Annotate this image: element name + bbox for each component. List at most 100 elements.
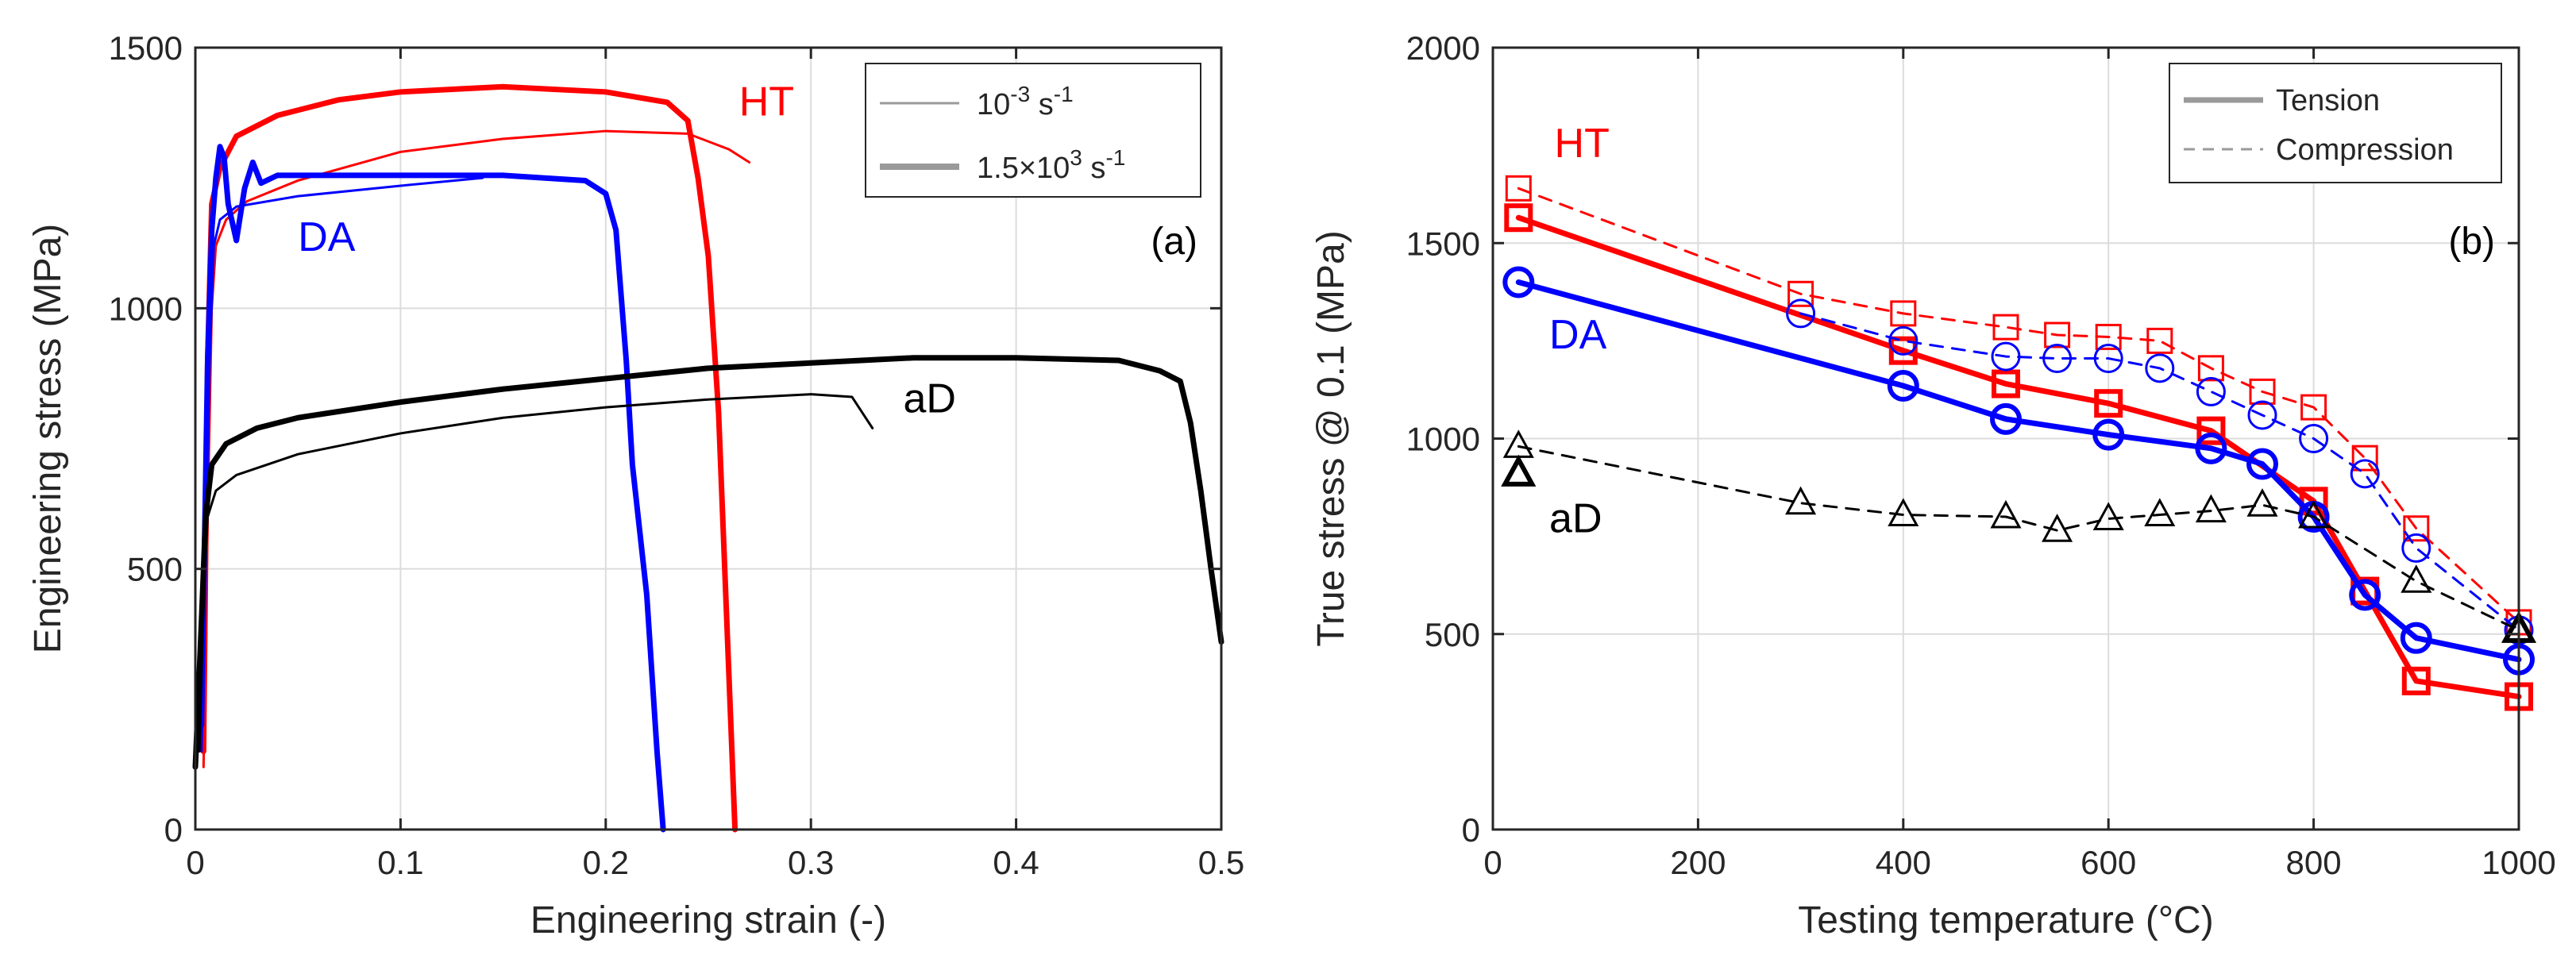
data-point-square [1992, 314, 2019, 341]
data-point-square [2351, 445, 2378, 472]
data-point-square [1787, 280, 1814, 307]
data-point-circle [2195, 432, 2227, 464]
x-tick-label: 0.5 [1198, 844, 1244, 881]
marker-group [1786, 298, 2534, 645]
data-point-square [2401, 666, 2431, 695]
x-tick-label: 800 [2286, 844, 2342, 881]
data-point-triangle [1990, 499, 2022, 529]
series-line-ad-1-5-10-3-s-1 [192, 355, 1224, 770]
series-group [192, 83, 1224, 833]
chart-panel-b: 0 200 400 600 800 1000 0 500 1000 1500 2000 Testing… [1310, 29, 2556, 941]
data-point-triangle [2298, 499, 2330, 529]
legend-label: 1.5×103 s-1 [977, 145, 1125, 185]
data-point-circle [1786, 298, 1816, 329]
legend-box [2169, 63, 2502, 183]
series-line-ad-compression [1517, 445, 2520, 632]
data-point-triangle [1501, 454, 1537, 487]
legend-exp: 3 [1070, 145, 1082, 170]
data-point-square [2095, 323, 2122, 350]
series-label-ht: HT [739, 79, 794, 125]
data-point-square [2300, 394, 2327, 421]
data-point-square [2146, 327, 2173, 354]
x-axis-title: Engineering strain (-) [530, 899, 886, 941]
x-tick-label: 0 [186, 844, 204, 881]
data-point-triangle [1785, 486, 1817, 515]
series-line-ht-tension [1515, 214, 2522, 700]
x-tick-label: 0 [1483, 844, 1502, 881]
y-tick-label: 0 [164, 811, 183, 849]
data-point-circle [2350, 459, 2380, 489]
data-point-square [2094, 389, 2123, 418]
series-group [1501, 175, 2537, 711]
axes-box [194, 46, 1223, 831]
series-label-ad: aD [1549, 496, 1602, 542]
y-tick-label: 500 [127, 551, 183, 588]
x-axis-title: Testing temperature (°C) [1798, 899, 2213, 941]
ticks: 0 200 400 600 800 1000 0 500 1000 1500 2000 [1406, 29, 2556, 881]
x-tick-label: 600 [2080, 844, 2136, 881]
x-tick-label: 0.2 [583, 844, 629, 881]
marker-group [1502, 429, 2535, 642]
y-tick-label: 1500 [109, 29, 183, 67]
data-point-triangle [1888, 498, 1919, 527]
data-point-square [1992, 369, 2020, 398]
y-tick-label: 1000 [1406, 421, 1480, 458]
legend-unit: s [1030, 88, 1054, 121]
legend-unit-exp: -1 [1105, 145, 1125, 170]
y-axis-title: Engineering stress (MPa) [27, 224, 69, 654]
legend-exp: -3 [1010, 82, 1030, 106]
data-point-circle [1888, 325, 1919, 356]
data-point-square [2249, 378, 2276, 405]
data-point-circle [1887, 370, 1919, 402]
y-tick-label: 2000 [1406, 29, 1480, 67]
data-point-circle [2246, 448, 2278, 480]
data-point-square [1505, 175, 1532, 202]
legend-unit: s [1082, 152, 1106, 185]
legend: 10-3 s-11.5×103 s-1 [865, 63, 1201, 198]
series-label-da: DA [1549, 312, 1607, 358]
series-label-ht: HT [1555, 121, 1610, 167]
legend-base: 10 [977, 88, 1010, 121]
x-tick-label: 200 [1670, 844, 1726, 881]
data-point-circle [2401, 533, 2431, 563]
chart-panel-a: 0 0.1 0.2 0.3 0.4 0.5 0 500 1000 1500 Engineering … [27, 29, 1244, 941]
legend-box [865, 63, 1201, 198]
data-point-circle [2349, 579, 2381, 611]
data-point-circle [1502, 266, 1535, 298]
legend-unit-exp: -1 [1054, 82, 1074, 106]
series-line-da-1-5-10-3-s-1 [199, 144, 666, 833]
data-point-circle [1990, 402, 2022, 435]
data-point-triangle [2195, 494, 2227, 523]
legend-label-tension: Tension [2276, 84, 2380, 117]
series-line-ht-compression [1517, 187, 2520, 624]
data-point-square [2196, 416, 2226, 445]
data-point-triangle [2246, 488, 2278, 517]
y-axis-title: True stress @ 0.1 (MPa) [1310, 230, 1352, 646]
x-tick-label: 1000 [2482, 844, 2555, 881]
data-point-circle [2299, 424, 2329, 453]
y-tick-label: 1000 [109, 290, 183, 327]
data-point-circle [2145, 353, 2175, 383]
data-point-circle [1991, 341, 2021, 372]
data-point-square [2044, 321, 2071, 348]
legend-label: 10-3 s-1 [977, 82, 1074, 121]
data-point-triangle [1502, 429, 1534, 458]
x-tick-label: 0.4 [993, 844, 1039, 881]
legend-base: 1.5×10 [977, 152, 1070, 185]
data-point-triangle [2092, 502, 2124, 530]
legend-label-compression: Compression [2276, 133, 2454, 167]
data-point-circle [2093, 344, 2123, 374]
panel-label: (a) [1151, 221, 1197, 263]
data-point-circle [2400, 622, 2432, 654]
panel-label: (b) [2448, 221, 2495, 263]
legend: Tension Compression [2169, 63, 2502, 183]
data-point-triangle [2401, 564, 2432, 593]
data-point-square [2197, 355, 2224, 382]
series-label-da: DA [298, 214, 356, 260]
data-point-square [2403, 515, 2430, 542]
series-line-da-tension [1515, 279, 2522, 663]
y-tick-label: 1500 [1406, 225, 1480, 262]
ticks: 0 0.1 0.2 0.3 0.4 0.5 0 500 1000 1500 [109, 29, 1245, 881]
data-point-circle [2092, 418, 2125, 451]
